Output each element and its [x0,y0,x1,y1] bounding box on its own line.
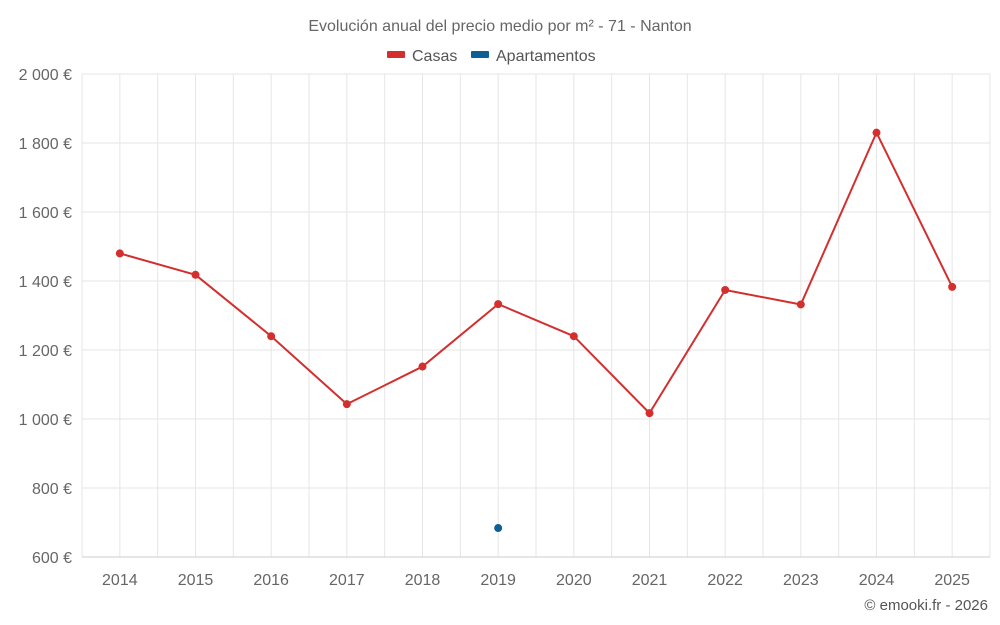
data-point[interactable] [872,128,881,137]
x-tick-label: 2023 [783,572,819,589]
data-point[interactable] [494,524,503,533]
y-tick-label: 2 000 € [19,67,72,84]
data-point[interactable] [721,285,730,294]
y-tick-label: 800 € [32,481,72,498]
y-tick-label: 1 400 € [19,274,72,291]
x-tick-label: 2017 [329,572,365,589]
x-tick-label: 2016 [253,572,289,589]
data-point[interactable] [494,300,503,309]
x-tick-label: 2024 [859,572,895,589]
data-point[interactable] [645,409,654,418]
grid [81,73,991,557]
data-point[interactable] [418,362,427,371]
data-point[interactable] [342,400,351,409]
legend-item-casas[interactable]: Casas [387,48,457,65]
x-tick-label: 2014 [102,572,138,589]
y-tick-label: 1 800 € [19,136,72,153]
x-axis: 2014 2015 2016 2017 2018 2019 2020 2021 2022 2023… [82,556,990,589]
series-casas [115,128,957,418]
data-point[interactable] [267,332,276,341]
legend-swatch-apartamentos [471,51,489,58]
y-tick-label: 1 600 € [19,205,72,222]
legend-item-apartamentos[interactable]: Apartamentos [471,48,596,65]
y-axis: 600 € 800 € 1 000 € 1 200 € 1 400 € 1 600 € 1 … [19,67,72,567]
credit: © emooki.fr - 2026 [864,597,988,614]
x-tick-label: 2022 [707,572,743,589]
legend-label-casas: Casas [412,48,457,65]
x-tick-label: 2015 [178,572,214,589]
legend-swatch-casas [387,51,405,58]
data-point[interactable] [948,282,957,291]
series [115,128,957,533]
x-tick-label: 2021 [632,572,668,589]
y-tick-label: 1 200 € [19,343,72,360]
x-tick-label: 2018 [405,572,441,589]
data-point[interactable] [569,332,578,341]
y-tick-label: 1 000 € [19,412,72,429]
chart-title: Evolución anual del precio medio por m² … [308,18,691,35]
y-tick-label: 600 € [32,550,72,567]
data-point[interactable] [796,300,805,309]
x-tick-label: 2019 [480,572,516,589]
legend: Casas Apartamentos [387,48,596,65]
legend-label-apartamentos: Apartamentos [496,48,596,65]
series-apartamentos [494,524,503,533]
data-point[interactable] [115,249,124,258]
data-point[interactable] [191,270,200,279]
series-line [119,131,954,415]
x-tick-label: 2020 [556,572,592,589]
x-tick-label: 2025 [934,572,970,589]
